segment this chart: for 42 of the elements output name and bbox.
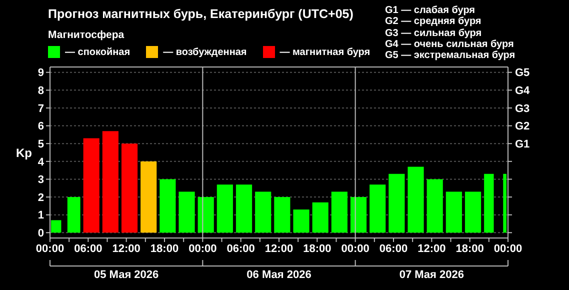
- x-tick-label: 12:00: [112, 242, 140, 255]
- text: G1: [515, 138, 530, 150]
- x-tick-label: 12:00: [418, 242, 446, 255]
- text: G4 — очень сильная буря: [385, 38, 515, 50]
- x-tick-label: 18:00: [303, 242, 332, 255]
- x-tick-label: 00:00: [36, 242, 64, 255]
- legend-label: — спокойная: [65, 46, 130, 58]
- text: 06 Мая 2026: [246, 269, 312, 281]
- y-tick-label: 9: [38, 67, 44, 80]
- text: G2: [515, 120, 530, 133]
- x-tick-label: 18:00: [456, 242, 484, 255]
- x-tick-label: 06:00: [226, 242, 255, 255]
- x-tick-label: 00:00: [341, 242, 370, 255]
- text: G5: [515, 67, 530, 80]
- legend-title: Магнитосфера: [48, 29, 126, 41]
- y-tick-label: 8: [38, 85, 44, 98]
- y-tick-label: 0: [38, 228, 44, 240]
- x-tick-label: 00:00: [188, 242, 217, 255]
- legend-label: — возбужденная: [163, 46, 247, 58]
- text: G3 — сильная буря: [385, 28, 483, 39]
- legend-label: — магнитная буря: [280, 46, 370, 58]
- x-tick-label: 18:00: [150, 242, 179, 255]
- text: G1 — слабая буря: [385, 5, 476, 16]
- y-tick-label: 4: [38, 156, 45, 168]
- y-tick-label: 3: [38, 174, 44, 186]
- y-tick-label: 2: [38, 192, 44, 204]
- x-tick-label: 00:00: [494, 242, 522, 255]
- text: G5 — экстремальная буря: [385, 50, 516, 62]
- y-tick-label: 1: [38, 210, 44, 222]
- text: G2 — средняя буря: [385, 16, 482, 28]
- chart-title: Прогноз магнитных бурь, Екатеринбург (UTC+05): [48, 7, 354, 21]
- y-tick-label: 5: [38, 138, 44, 150]
- y-tick-label: 6: [38, 120, 44, 133]
- text: 07 Мая 2026: [398, 269, 465, 281]
- y-axis-title: Kp: [16, 146, 32, 160]
- text: G4: [515, 85, 531, 98]
- y-tick-label: 7: [38, 102, 44, 115]
- x-tick-label: 06:00: [74, 242, 102, 255]
- text: G3: [515, 102, 530, 115]
- text: 05 Мая 2026: [93, 269, 160, 281]
- x-tick-label: 06:00: [379, 242, 408, 255]
- x-tick-label: 12:00: [264, 242, 294, 255]
